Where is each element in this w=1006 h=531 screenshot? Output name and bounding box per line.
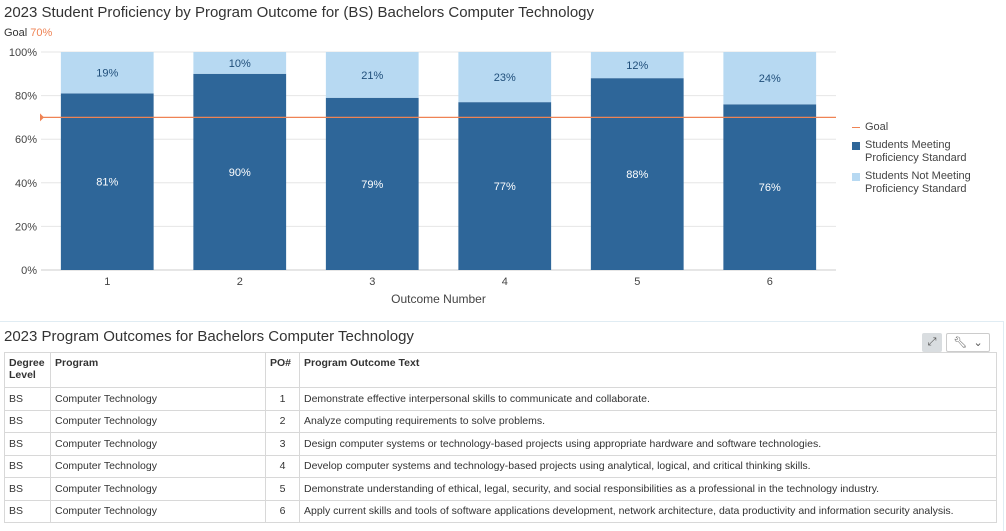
cell-degree: BS [4, 499, 51, 523]
cell-degree: BS [4, 454, 51, 478]
settings-menu-button[interactable]: 🔧︎ ⌄ [946, 333, 990, 352]
data-label-not-meeting: 12% [626, 60, 648, 72]
cell-degree: BS [4, 409, 51, 433]
y-tick-label: 100% [9, 47, 37, 59]
data-label-meeting: 81% [96, 177, 118, 189]
legend-goal-line [852, 127, 860, 128]
cell-outcome-text: Apply current skills and tools of softwa… [299, 499, 997, 523]
table-row: BS Computer Technology 2 Analyze computing … [4, 409, 997, 433]
bar-meeting [458, 102, 552, 270]
x-tick-label: 2 [237, 276, 243, 288]
legend-goal-label: Goal [865, 121, 889, 133]
goal-label: Goal 70% [4, 27, 52, 39]
expand-button[interactable]: ⤢ [922, 333, 942, 352]
cell-degree: BS [4, 387, 51, 411]
cell-po-number: 2 [265, 409, 300, 433]
x-tick-label: 4 [502, 276, 508, 288]
x-tick-label: 3 [369, 276, 375, 288]
y-tick-label: 0% [21, 265, 37, 277]
proficiency-chart: 0% 20% 40% 60% 80% 100% 81% 19% 1 90% 10% 2 79% 21% 3 7… [9, 47, 836, 306]
cell-outcome-text: Develop computer systems and technology-… [299, 454, 997, 478]
cell-po-number: 5 [265, 477, 300, 501]
bar-not-meeting [60, 52, 154, 94]
cell-degree: BS [4, 477, 51, 501]
bar-meeting [60, 93, 154, 270]
cell-po-number: 4 [265, 454, 300, 478]
bar-not-meeting [723, 52, 817, 105]
cell-program: Computer Technology [50, 477, 266, 501]
cell-program: Computer Technology [50, 499, 266, 523]
x-tick-label: 5 [634, 276, 640, 288]
data-label-meeting: 90% [229, 167, 251, 179]
table-header-row: Degree Level Program PO# Program Outcome … [4, 352, 997, 388]
legend-meeting-swatch [852, 142, 860, 150]
cell-outcome-text: Demonstrate understanding of ethical, le… [299, 477, 997, 501]
table-row: BS Computer Technology 3 Design computer sy… [4, 432, 997, 456]
cell-outcome-text: Design computer systems or technology-ba… [299, 432, 997, 456]
cell-po-number: 1 [265, 387, 300, 411]
bar-meeting [193, 73, 287, 270]
cell-program: Computer Technology [50, 409, 266, 433]
data-label-not-meeting: 24% [759, 73, 781, 85]
cell-po-number: 3 [265, 432, 300, 456]
data-label-not-meeting: 23% [494, 72, 516, 84]
table-row: BS Computer Technology 6 Apply current skil… [4, 499, 997, 523]
data-label-meeting: 77% [494, 181, 516, 193]
chevron-down-icon: ⌄ [973, 337, 983, 349]
table-row: BS Computer Technology 1 Demonstrate effect… [4, 387, 997, 411]
x-tick-label: 6 [767, 276, 773, 288]
x-tick-label: 1 [104, 276, 110, 288]
cell-program: Computer Technology [50, 454, 266, 478]
legend-item-meeting[interactable]: Students Meeting Proficiency Standard [852, 139, 971, 165]
y-tick-label: 60% [15, 134, 37, 146]
program-outcomes-table: Degree Level Program PO# Program Outcome … [4, 352, 997, 523]
x-axis-title: Outcome Number [391, 292, 486, 306]
goal-value: 70% [30, 27, 53, 39]
legend-not-meeting-label: Students Not Meeting Proficiency Standard [865, 170, 971, 195]
data-label-not-meeting: 19% [96, 68, 118, 80]
cell-outcome-text: Analyze computing requirements to solve … [299, 409, 997, 433]
header-program[interactable]: Program [50, 352, 266, 388]
chart-legend: Goal Students Meeting Proficiency Standar… [852, 121, 971, 201]
bar-not-meeting [193, 52, 287, 74]
header-degree-level[interactable]: Degree Level [4, 352, 51, 388]
legend-not-meeting-swatch [852, 173, 860, 181]
data-label-meeting: 88% [626, 169, 648, 181]
y-tick-label: 40% [15, 178, 37, 190]
legend-meeting-label: Students Meeting Proficiency Standard [865, 139, 967, 164]
panel-title: 2023 Program Outcomes for Bachelors Comp… [4, 328, 414, 345]
bar-not-meeting [458, 52, 552, 103]
chart-title: 2023 Student Proficiency by Program Outc… [4, 4, 595, 21]
legend-item-not-meeting[interactable]: Students Not Meeting Proficiency Standard [852, 170, 971, 196]
bar-not-meeting [325, 52, 419, 98]
y-tick-label: 20% [15, 221, 37, 233]
goal-marker [40, 113, 44, 122]
cell-program: Computer Technology [50, 387, 266, 411]
data-label-not-meeting: 21% [361, 70, 383, 82]
bar-meeting [723, 104, 817, 270]
cell-program: Computer Technology [50, 432, 266, 456]
bar-meeting [590, 78, 684, 270]
data-label-meeting: 79% [361, 179, 383, 191]
expand-icon: ⤢ [927, 336, 937, 348]
bar-meeting [325, 97, 419, 270]
data-label-not-meeting: 10% [229, 58, 251, 70]
table-row: BS Computer Technology 5 Demonstrate unders… [4, 477, 997, 501]
header-po-number[interactable]: PO# [265, 352, 300, 388]
header-outcome-text[interactable]: Program Outcome Text [299, 352, 997, 388]
bar-not-meeting [590, 52, 684, 79]
program-outcomes-panel: 2023 Program Outcomes for Bachelors Comp… [0, 321, 1004, 531]
cell-po-number: 6 [265, 499, 300, 523]
legend-item-goal[interactable]: Goal [852, 121, 971, 134]
y-tick-label: 80% [15, 91, 37, 103]
goal-prefix: Goal [4, 27, 28, 39]
data-label-meeting: 76% [759, 182, 781, 194]
cell-degree: BS [4, 432, 51, 456]
wrench-icon: 🔧︎ [953, 337, 968, 349]
cell-outcome-text: Demonstrate effective interpersonal skil… [299, 387, 997, 411]
table-row: BS Computer Technology 4 Develop computer s… [4, 454, 997, 478]
